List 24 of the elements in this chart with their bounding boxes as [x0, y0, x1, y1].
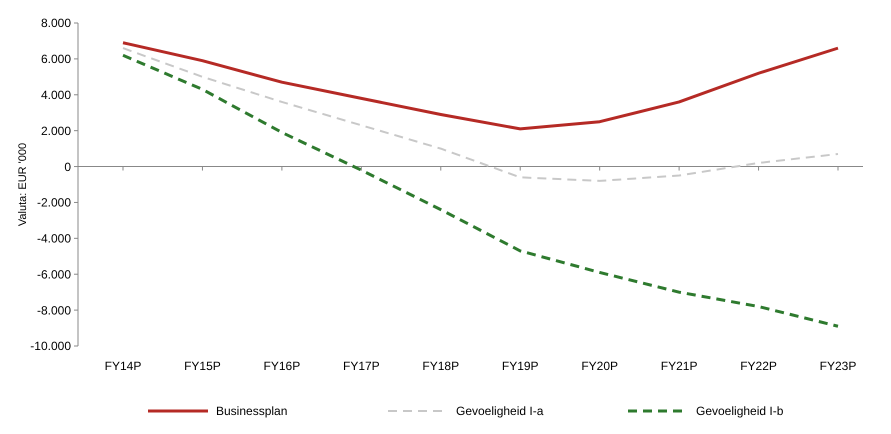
legend-label: Gevoeligheid I-a [456, 404, 544, 418]
x-tick-label: FY15P [184, 359, 221, 373]
y-axis-title: Valuta: EUR '000 [17, 142, 29, 226]
legend-label: Gevoeligheid I-b [696, 404, 784, 418]
legend-label: Businessplan [216, 404, 288, 418]
x-tick-label: FY14P [104, 359, 142, 373]
y-tick-label: 0 [64, 160, 72, 174]
y-tick-label: 6.000 [40, 52, 72, 66]
x-tick-label: FY21P [660, 359, 698, 373]
y-tick-label: -6.000 [36, 267, 72, 282]
x-tick-label: FY22P [740, 359, 777, 373]
y-tick-label: -4.000 [36, 232, 72, 246]
y-tick-label: -2.000 [36, 196, 72, 210]
x-tick-label: FY23P [820, 359, 856, 373]
x-tick-label: FY20P [581, 359, 618, 373]
x-tick-label: FY17P [342, 359, 380, 373]
y-tick-label: -10.000 [30, 339, 72, 354]
y-tick-label: -8.000 [36, 303, 72, 318]
y-tick-label: 4.000 [40, 88, 72, 102]
x-tick-label: FY19P [502, 359, 539, 373]
y-tick-label: 8.000 [40, 16, 72, 30]
x-tick-label: FY18P [422, 359, 460, 373]
y-tick-label: 2.000 [40, 124, 72, 138]
x-tick-label: FY16P [264, 359, 300, 373]
